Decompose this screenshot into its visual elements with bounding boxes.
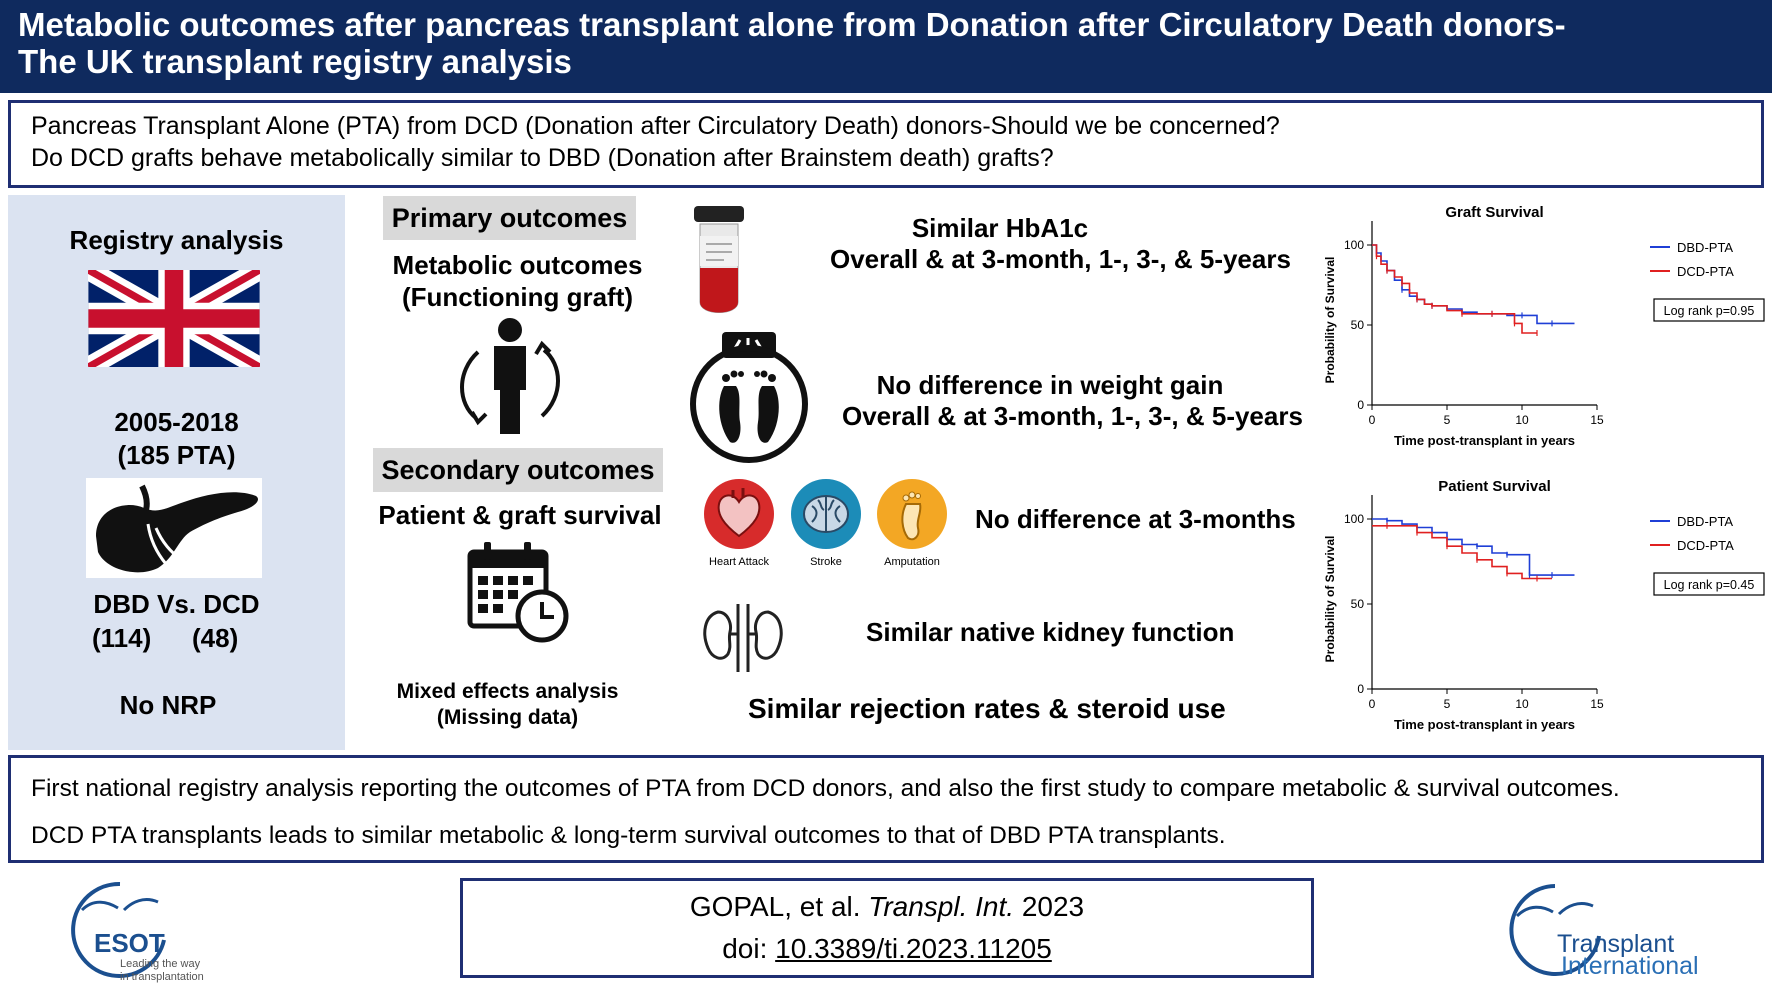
esot-tagline-1: Leading the way [120,958,201,970]
finding-weight-line-2: Overall & at 3-month, 1-, 3-, & 5-years [842,401,1303,431]
finding-hba1c-line-2: Overall & at 3-month, 1-, 3-, & 5-years [830,244,1291,274]
question-box: Pancreas Transplant Alone (PTA) from DCD… [8,100,1764,188]
finding-hba1c-line-1: Similar HbA1c [911,213,1089,243]
primary-outcomes-line-2: (Functioning graft) [401,282,634,312]
pancreas-icon [96,484,258,573]
esot-logo-icon [71,881,166,978]
primary-outcomes-line-1: Metabolic outcomes [392,250,643,280]
registry-n-dbd: (114) [92,623,152,653]
y-tick-label: 0 [1357,398,1364,412]
method-line-1: Mixed effects analysis [396,680,619,703]
title-bar: Metabolic outcomes after pancreas transp… [0,0,1772,93]
amputation-foot-icon [877,479,947,549]
transplant-international-icon [1509,884,1601,976]
event-label-amputation: Amputation [884,556,940,568]
y-tick-label: 100 [1344,512,1364,526]
legend-label: DCD-PTA [1677,538,1734,553]
registry-heading: Registry analysis [69,225,284,255]
y-tick-label: 50 [1351,597,1365,611]
finding-kidney: Similar native kidney function [866,617,1235,647]
conclusions-box: First national registry analysis reporti… [8,755,1764,863]
chart-title: Patient Survival [1438,478,1551,495]
finding-weight-line-1: No difference in weight gain [876,370,1224,400]
registry-nrp: No NRP [119,690,217,720]
series-line-dcd-pta [1372,525,1552,580]
series-line-dbd-pta [1372,518,1575,576]
annotation-box [1653,298,1765,322]
kidney-icon [703,604,783,672]
ti-line-2: International [1561,952,1699,980]
conclusion-line-2: DCD PTA transplants leads to similar met… [31,822,1226,849]
x-tick-label: 5 [1444,413,1451,427]
log-rank-annotation: Log rank p=0.95 [1664,304,1755,318]
graft-survival-chart: Graft Survival 0 5 10 15 0 50 100 Time post-tran… [1312,197,1770,467]
secondary-outcomes-text: Patient & graft survival [378,500,662,530]
calendar-clock-icon [467,542,569,643]
registry-count: (185 PTA) [117,440,236,470]
weight-scale-icon [690,332,808,463]
citation-line: GOPAL, et al. Transpl. Int. 2023 [463,891,1311,923]
blood-tube-icon [694,206,744,313]
x-tick-label: 5 [1444,697,1451,711]
secondary-outcomes-label: Secondary outcomes [373,448,663,492]
esot-tagline-2: in transplantation [120,971,204,983]
pancreas-image [86,478,262,578]
esot-logo: ESOT Leading the way in transplantation [60,876,240,986]
title-line-1: Metabolic outcomes after pancreas transp… [18,6,1566,43]
event-label-heart-attack: Heart Attack [709,556,769,568]
chart-title: Graft Survival [1445,204,1543,221]
x-tick-label: 10 [1515,413,1529,427]
doi-line: doi: 10.3389/ti.2023.11205 [463,933,1311,965]
registry-comparison: DBD Vs. DCD [93,589,260,619]
finding-rejection: Similar rejection rates & steroid use [748,693,1226,724]
esot-name: ESOT [94,928,165,958]
log-rank-annotation: Log rank p=0.45 [1664,578,1755,592]
citation-year: 2023 [1014,891,1085,922]
stroke-brain-icon [791,479,861,549]
registry-n-dcd: (48) [192,623,239,653]
citation-journal: Transpl. Int. [868,891,1015,922]
doi-prefix: doi: [722,933,776,964]
question-line-1: Pancreas Transplant Alone (PTA) from DCD… [31,112,1280,140]
graft-survival-panel: Graft Survival 0 5 10 15 0 50 100 Time post-tran… [1312,197,1770,467]
patient-survival-chart: Patient Survival 0 5 10 15 0 50 100 Time post-tr… [1312,471,1770,751]
ti-line-1: Transplant [1557,930,1675,958]
title-line-2: The UK transplant registry analysis [18,43,572,80]
y-tick-label: 100 [1344,238,1364,252]
patient-survival-panel: Patient Survival 0 5 10 15 0 50 100 Time post-tr… [1312,471,1770,751]
chart-background [1312,471,1770,751]
person-cycle-icon [460,318,560,434]
heart-attack-icon [704,479,774,549]
chart-background [1312,197,1770,467]
x-tick-label: 15 [1590,697,1604,711]
x-tick-label: 10 [1515,697,1529,711]
citation-authors: GOPAL, et al. [689,891,869,922]
legend-label: DBD-PTA [1677,240,1733,255]
y-axis-label: Probability of Survival [1323,257,1337,384]
series-line-dcd-pta [1372,244,1537,334]
annotation-box [1653,572,1765,596]
y-axis-label: Probability of Survival [1323,536,1337,663]
conclusion-line-1: First national registry analysis reporti… [31,775,1620,802]
x-axis-label: Time post-transplant in years [1394,717,1575,732]
finding-events: No difference at 3-months [975,504,1296,534]
method-line-2: (Missing data) [436,706,579,729]
uk-flag-icon [88,270,260,367]
y-tick-label: 0 [1357,682,1364,696]
x-tick-label: 15 [1590,413,1604,427]
primary-outcomes-label: Primary outcomes [383,196,636,240]
x-tick-label: 0 [1369,697,1376,711]
registry-panel: Registry analysis 2005-2018 (185 PTA) DB… [8,195,345,750]
question-line-2: Do DCD grafts behave metabolically simil… [31,144,1054,172]
x-tick-label: 0 [1369,413,1376,427]
citation-box: GOPAL, et al. Transpl. Int. 2023 doi: 10… [460,878,1314,978]
event-label-stroke: Stroke [810,556,842,568]
registry-years: 2005-2018 [114,407,239,437]
x-axis-label: Time post-transplant in years [1394,433,1575,448]
transplant-international-logo: Transplant International [1505,880,1730,985]
doi-link[interactable]: 10.3389/ti.2023.11205 [775,933,1052,964]
legend-label: DBD-PTA [1677,514,1733,529]
legend-label: DCD-PTA [1677,264,1734,279]
y-tick-label: 50 [1351,318,1365,332]
